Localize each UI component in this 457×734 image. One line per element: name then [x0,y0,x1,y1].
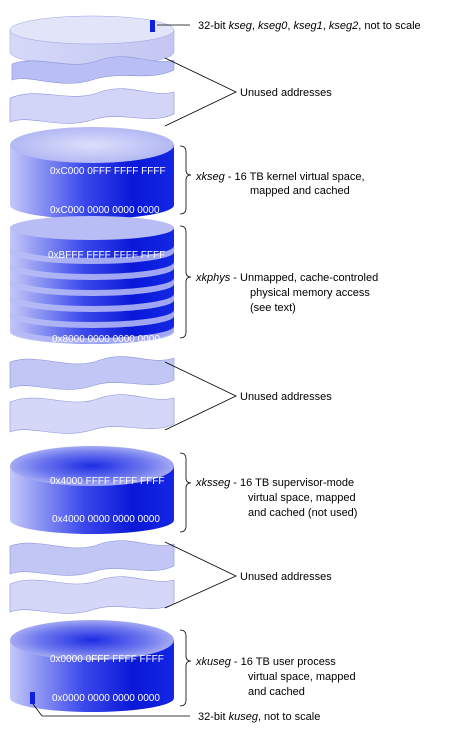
unused-leader-2 [164,361,237,431]
xkphys-stripe [10,262,174,280]
kseg-marker [150,20,155,32]
unused-gap-3 [9,540,175,614]
xkphys-name: xkphys [195,272,231,284]
kuseg-marker [30,692,35,704]
xksseg-desc-line3: and cached (not used) [248,507,357,519]
xkphys-addr-high: 0xBFFF FFFF FFFF FFFF [48,250,165,261]
unused-label-1: Unused addresses [240,87,332,99]
xkseg-desc-1: - 16 TB kernel virtual space, [225,171,365,183]
unused-leader-3 [164,541,237,609]
xksseg-cylinder: 0x4000 FFFF FFFF FFFF 0x4000 0000 0000 0… [10,446,174,534]
xkphys-bracket [179,225,192,339]
unused-gap-1 [9,56,175,124]
xkphys-desc-line2: physical memory access [250,287,370,299]
xkuseg-name: xkuseg [195,656,232,668]
xkphys-addr-low: 0x8000 0000 0000 0000 [52,334,160,345]
xksseg-label: xksseg - 16 TB supervisor-mode [195,477,354,489]
xksseg-desc-1: - 16 TB supervisor-mode [230,477,354,489]
xkphys-stripe [10,294,174,312]
xkphys-desc-1: - Unmapped, cache-controled [230,272,378,284]
xksseg-name: xksseg [195,477,231,489]
xkuseg-bracket [179,629,192,707]
xksseg-addr-high: 0x4000 FFFF FFFF FFFF [50,476,164,487]
xkseg-desc-line2: mapped and cached [250,185,350,197]
xksseg-addr-low: 0x4000 0000 0000 0000 [52,514,160,525]
kuseg-leader [32,703,43,717]
kuseg-name: kuseg [229,711,259,723]
xksseg-desc-line2: virtual space, mapped [248,492,356,504]
kseg-label-segment: kseg0 [258,20,288,32]
xkuseg-addr-low: 0x0000 0000 0000 0000 [52,693,160,704]
kseg-label-segment: kseg1 [293,20,322,32]
xkseg-cylinder: 0xC000 0FFF FFFF FFFF 0xC000 0000 0000 0… [10,127,174,219]
kseg-cylinder [9,15,175,67]
xkuseg-desc-1: - 16 TB user process [231,656,336,668]
xkseg-addr-low: 0xC000 0000 0000 0000 [50,205,160,216]
xkuseg-addr-high: 0x0000 0FFF FFFF FFFF [50,654,164,665]
unused-label-3: Unused addresses [240,571,332,583]
kseg-label-prefix: 32-bit [198,20,229,32]
kseg-label-suffix: , not to scale [358,20,420,32]
kuseg-suffix: , not to scale [258,711,320,723]
xkphys-desc-line3: (see text) [250,302,296,314]
kseg-label-separator: , [287,20,293,32]
xkseg-name: xkseg [195,171,226,183]
xkuseg-cylinder: 0x0000 0FFF FFFF FFFF 0x0000 0000 0000 0… [10,620,174,712]
xkphys-stripe [10,326,174,344]
xkseg-bracket [179,145,192,215]
xksseg-bracket [179,452,192,533]
xkuseg-desc-line3: and cached [248,686,305,698]
unused-label-2: Unused addresses [240,391,332,403]
kuseg-label: 32-bit kuseg, not to scale [198,711,320,723]
kseg-label-segment: kseg2 [329,20,358,32]
kuseg-prefix: 32-bit [198,711,229,723]
xkphys-stripes [10,246,174,344]
xkphys-stripe [10,278,174,296]
kseg-label-segment: kseg [229,20,253,32]
xkseg-label: xkseg - 16 TB kernel virtual space, [195,171,365,183]
xkuseg-desc-line2: virtual space, mapped [248,671,356,683]
kseg-label-separator: , [323,20,329,32]
xkuseg-label: xkuseg - 16 TB user process [195,656,336,668]
kseg-label: 32-bit kseg, kseg0, kseg1, kseg2, not to… [198,20,421,32]
kseg-label-separator: , [252,20,258,32]
unused-leader-1 [164,57,237,127]
xkphys-label: xkphys - Unmapped, cache-controled [195,272,378,284]
xkseg-addr-high: 0xC000 0FFF FFFF FFFF [50,166,166,177]
xkphys-stripe [10,246,174,264]
xkphys-cylinder: 0xBFFF FFFF FFFF FFFF 0x8000 0000 0000 0… [10,216,174,345]
xkphys-stripe [10,310,174,328]
unused-gap-2 [9,356,175,434]
